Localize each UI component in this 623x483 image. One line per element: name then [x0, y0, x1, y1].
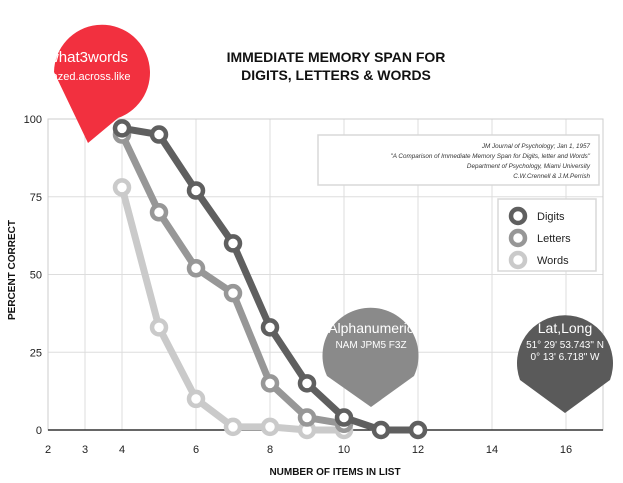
letters-data-point: [223, 283, 243, 303]
alphanumeric-subtitle: NAM JPM5 F3Z: [335, 340, 406, 351]
alphanumeric-pin-shape: [322, 307, 419, 407]
axis-ticks: 2 3 4 6 8 10 12 14 16 0 25 50 75 100: [24, 114, 572, 456]
what3words-subtitle: gazed.across.like: [46, 71, 131, 83]
latlong-line-1: 51° 29' 53.743" N: [526, 340, 604, 351]
legend-label-letters: Letters: [537, 233, 571, 245]
letters-data-point: [186, 259, 206, 278]
reference-box: JM Journal of Psychology; Jan 1, 1957 "A…: [317, 134, 600, 186]
digits-data-point: [297, 374, 317, 393]
reference-line-4: C.W.Crennell & J.M.Perrish: [513, 173, 590, 180]
words-data-point: [223, 417, 243, 437]
latlong-pin: Lat,Long 51° 29' 53.743" N 0° 13' 6.718"…: [517, 315, 613, 413]
digits-data-point: [371, 420, 391, 440]
letters-data-point: [149, 203, 169, 222]
what3words-pin: what3words gazed.across.like: [46, 24, 150, 143]
y-tick-label: 100: [24, 114, 42, 126]
legend-label-digits: Digits: [537, 211, 565, 223]
letters-data-point: [260, 374, 280, 393]
y-tick-label: 50: [30, 270, 42, 282]
latlong-line-2: 0° 13' 6.718" W: [531, 352, 601, 363]
y-axis-label: PERCENT CORRECT: [7, 220, 18, 320]
alphanumeric-title: Alphanumeric: [328, 320, 414, 336]
digits-data-point: [223, 234, 243, 253]
x-tick-label: 16: [560, 444, 572, 456]
x-tick-label: 3: [82, 444, 88, 456]
digits-data-point: [260, 318, 280, 337]
latlong-pin-shape: [517, 315, 613, 413]
reference-line-2: "A Comparison of Immediate Memory Span f…: [390, 153, 590, 160]
legend-marker-digits: [508, 206, 528, 226]
y-tick-label: 25: [30, 347, 42, 359]
x-tick-label: 12: [412, 444, 424, 456]
letters-data-point: [297, 408, 317, 427]
chart-title-line-2: DIGITS, LETTERS & WORDS: [241, 67, 431, 83]
words-data-point: [260, 417, 280, 437]
words-data-point: [186, 389, 206, 409]
x-axis-label: NUMBER OF ITEMS IN LIST: [269, 467, 400, 478]
x-tick-label: 8: [267, 444, 273, 456]
y-tick-label: 75: [30, 192, 42, 204]
words-series-line: [118, 183, 348, 434]
alphanumeric-pin: Alphanumeric NAM JPM5 F3Z: [322, 307, 419, 407]
legend: Digits Letters Words: [497, 198, 597, 272]
x-tick-label: 4: [119, 444, 125, 456]
y-tick-label: 0: [36, 425, 42, 437]
digits-data-point: [149, 125, 169, 144]
digits-data-point: [112, 119, 132, 138]
x-tick-label: 10: [338, 444, 350, 456]
words-data-point: [112, 178, 132, 197]
digits-data-point: [408, 420, 428, 440]
x-tick-label: 2: [45, 444, 51, 456]
digits-data-point: [334, 408, 354, 427]
chart-title-line-1: IMMEDIATE MEMORY SPAN FOR: [227, 49, 446, 65]
x-tick-label: 6: [193, 444, 199, 456]
series: [112, 119, 428, 440]
digits-data-point: [186, 181, 206, 200]
legend-marker-letters: [508, 228, 528, 248]
what3words-pin-shape: [54, 24, 150, 143]
what3words-title: what3words: [47, 49, 128, 66]
x-tick-label: 14: [486, 444, 498, 456]
legend-marker-words: [508, 250, 528, 270]
reference-line-1: JM Journal of Psychology; Jan 1, 1957: [481, 143, 591, 150]
legend-label-words: Words: [537, 255, 569, 267]
latlong-title: Lat,Long: [538, 320, 593, 336]
words-data-point: [149, 318, 169, 337]
reference-line-3: Department of Psychology, Miami Universi…: [467, 163, 591, 170]
